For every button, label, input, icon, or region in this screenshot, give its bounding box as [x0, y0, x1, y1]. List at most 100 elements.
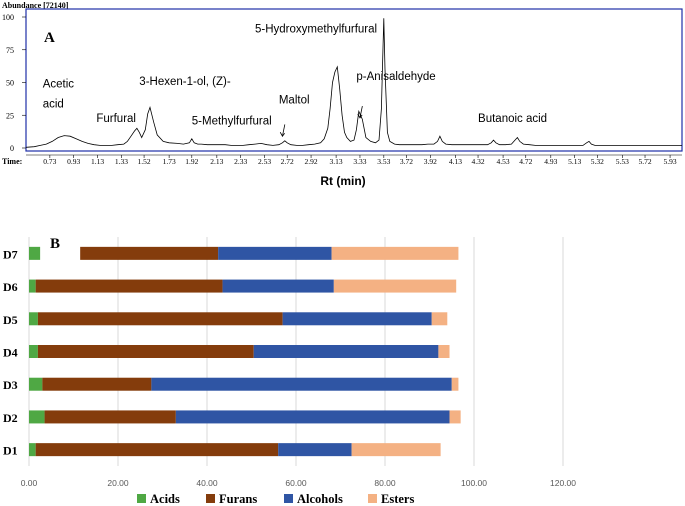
pointer-arrow — [359, 106, 363, 118]
x-axis: 0.00 20.00 40.00 60.00 80.00 100.00 120.00 — [21, 478, 577, 488]
x-tick-label: 4.53 — [497, 157, 510, 166]
legend-label: Furans — [219, 492, 257, 506]
x-axis: 0.73 0.93 1.13 1.33 1.52 1.73 1.92 2.13 2.33 2.53… — [43, 155, 677, 166]
bar-segment-acids — [29, 246, 41, 260]
x-tick-label: 3.72 — [400, 157, 413, 166]
pointer-arrowhead — [279, 132, 285, 137]
pointer-arrow — [282, 124, 286, 137]
bar-segment-acids — [29, 377, 43, 391]
x-tick-label: 120.00 — [550, 478, 576, 488]
bar-segment-alcohols — [282, 312, 432, 326]
x-tick-label: 80.00 — [374, 478, 396, 488]
peak-label: Acetic — [43, 79, 75, 91]
bar-segment-esters — [449, 410, 461, 424]
x-tick-label: 1.33 — [115, 157, 128, 166]
x-tick-label: 4.93 — [544, 157, 557, 166]
x-tick-label: 5.32 — [591, 157, 604, 166]
y-tick-label: 50 — [6, 79, 14, 88]
panel-label-b: B — [50, 236, 60, 252]
peak-annotations: Acetic acid Furfural 3-Hexen-1-ol, (Z)- 5-Me… — [43, 24, 547, 128]
legend-swatch — [284, 494, 293, 503]
x-tick-label: 2.53 — [258, 157, 271, 166]
x-tick-label: 5.53 — [616, 157, 629, 166]
bar-segment-esters — [438, 345, 450, 358]
x-tick-label: 0.00 — [21, 478, 38, 488]
x-tick-label: 2.13 — [210, 157, 223, 166]
peak-arrows — [279, 106, 363, 137]
bar-segment-esters — [351, 443, 441, 457]
category-label: D4 — [3, 346, 18, 360]
bar-segment-alcohols — [218, 246, 332, 260]
bar-segment-acids — [29, 443, 36, 457]
legend-swatch — [368, 494, 377, 503]
x-tick-label: 1.52 — [138, 157, 151, 166]
legend-label: Alcohols — [297, 492, 343, 506]
plot-frame — [25, 8, 683, 152]
x-tick-label: 60.00 — [285, 478, 307, 488]
x-tick-label: 5.72 — [638, 157, 651, 166]
pointer-arrowhead — [357, 113, 363, 119]
bar-segment-furans — [80, 246, 219, 260]
peak-label: Furfural — [96, 113, 136, 125]
y-tick-label: 0 — [10, 144, 14, 153]
bar-segment-alcohols — [151, 377, 452, 391]
category-label: D2 — [3, 411, 18, 425]
x-tick-label: 3.13 — [330, 157, 343, 166]
x-tick-label: 4.72 — [519, 157, 532, 166]
bar-segment-alcohols — [278, 443, 352, 457]
y-tick-label: 25 — [6, 111, 14, 120]
bar-segment-alcohols — [222, 279, 334, 293]
bar-segment-furans — [44, 410, 176, 424]
legend-swatch — [206, 494, 215, 503]
x-tick-label: 1.92 — [185, 157, 198, 166]
x-tick-label: 0.73 — [43, 157, 56, 166]
x-tick-label: 5.13 — [568, 157, 581, 166]
x-tick-label: 100.00 — [461, 478, 487, 488]
legend-label: Esters — [381, 492, 414, 506]
bar-segment-alcohols — [175, 410, 450, 424]
peak-label: 3-Hexen-1-ol, (Z)- — [139, 76, 231, 88]
bar-segment-esters — [333, 279, 457, 293]
peak-label: acid — [43, 98, 64, 110]
y-tick-label: 100 — [2, 13, 14, 22]
bar-segment-esters — [331, 246, 459, 260]
bar-segment-acids — [29, 410, 45, 424]
x-tick-label: 3.33 — [353, 157, 366, 166]
bar-segment-furans — [35, 279, 223, 293]
y-axis-label: Abundance [72140] — [2, 1, 69, 10]
x-tick-label: 3.92 — [424, 157, 437, 166]
bar-segment-alcohols — [253, 345, 439, 358]
bar-segment-acids — [29, 345, 38, 358]
bar-segment-acids — [29, 279, 36, 293]
bar-segment-furans — [42, 377, 152, 391]
category-label: D1 — [3, 444, 18, 458]
x-tick-label: 2.92 — [304, 157, 317, 166]
x-tick-label: 1.73 — [163, 157, 176, 166]
x-tick-label: 2.33 — [234, 157, 247, 166]
panel-label-a: A — [44, 30, 55, 46]
x-tick-label: 4.32 — [471, 157, 484, 166]
category-label: D7 — [3, 247, 18, 261]
x-tick-label: 20.00 — [107, 478, 129, 488]
peak-label: p-Anisaldehyde — [356, 71, 435, 83]
x-tick-label: 0.93 — [67, 157, 80, 166]
bar-segment-furans — [35, 443, 279, 457]
bars — [29, 246, 461, 457]
y-tick-label: 75 — [6, 46, 14, 55]
time-prefix: Time: — [2, 157, 22, 166]
bar-segment-furans — [37, 312, 283, 326]
chromatogram-panel: Abundance [72140] 100 75 50 25 0 Acetic acid F… — [2, 1, 683, 188]
bar-segment-furans — [37, 345, 254, 358]
legend: Acids Furans Alcohols Esters — [137, 492, 414, 506]
bar-segment-esters — [451, 377, 459, 391]
x-tick-label: 3.53 — [377, 157, 390, 166]
x-tick-label: 5.93 — [664, 157, 677, 166]
peak-label: Butanoic acid — [478, 113, 547, 125]
category-label: D5 — [3, 313, 18, 327]
peak-label: Maltol — [279, 94, 310, 106]
x-tick-label: 1.13 — [91, 157, 104, 166]
x-tick-label: 2.72 — [281, 157, 294, 166]
category-label: D6 — [3, 280, 18, 294]
bar-segment-acids — [29, 312, 38, 326]
